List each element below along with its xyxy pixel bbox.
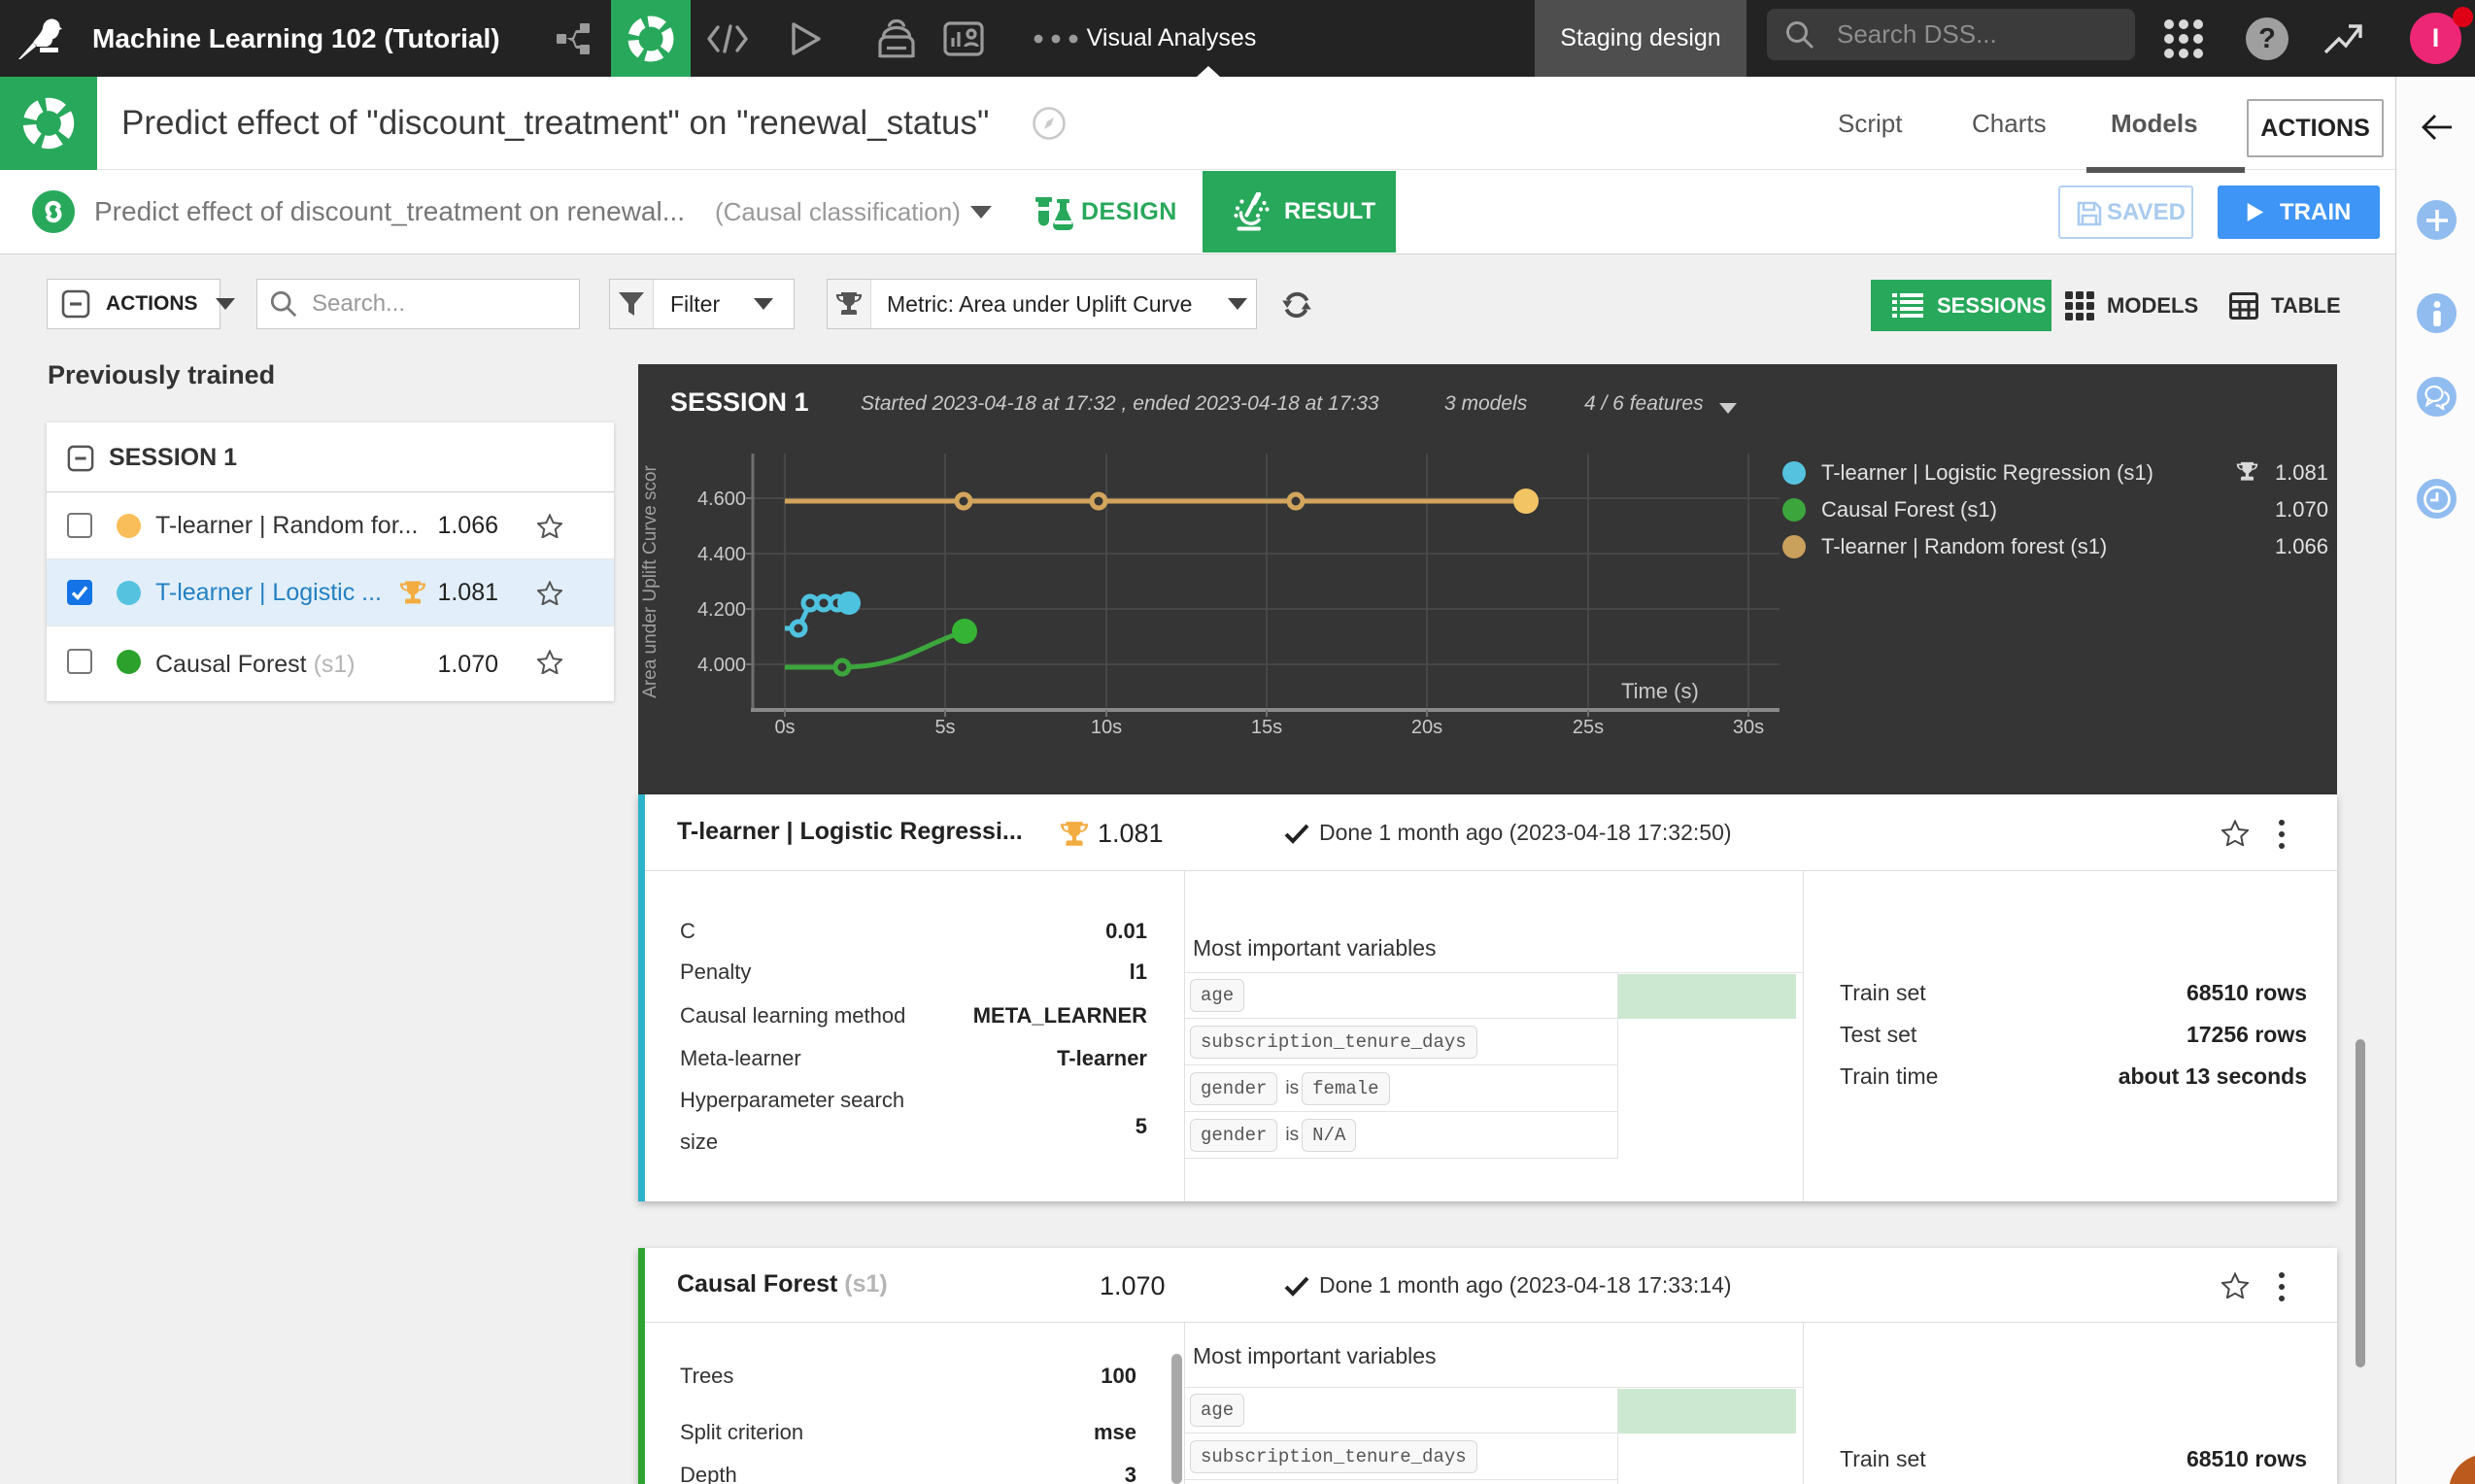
svg-text:4.600: 4.600 — [697, 489, 746, 510]
svg-text:1.066: 1.066 — [2275, 534, 2328, 558]
svg-text:5s: 5s — [934, 717, 955, 738]
svg-text:1.081: 1.081 — [2275, 460, 2328, 485]
svg-text:Area under Uplift Curve scor: Area under Uplift Curve scor — [640, 464, 661, 697]
svg-text:10s: 10s — [1091, 717, 1122, 738]
svg-text:4.000: 4.000 — [697, 655, 746, 676]
svg-text:T-learner | Logistic Regressio: T-learner | Logistic Regression (s1) — [1821, 460, 2153, 485]
svg-text:1.070: 1.070 — [2275, 497, 2328, 522]
svg-text:15s: 15s — [1251, 717, 1282, 738]
svg-text:Causal Forest (s1): Causal Forest (s1) — [1821, 497, 1997, 522]
svg-text:30s: 30s — [1733, 717, 1764, 738]
svg-text:4.200: 4.200 — [697, 599, 746, 621]
svg-text:20s: 20s — [1411, 717, 1442, 738]
svg-text:0s: 0s — [774, 717, 795, 738]
svg-text:T-learner | Random forest (s1): T-learner | Random forest (s1) — [1821, 534, 2107, 558]
svg-text:25s: 25s — [1573, 717, 1604, 738]
svg-text:Time (s): Time (s) — [1621, 679, 1699, 703]
svg-text:4.400: 4.400 — [697, 544, 746, 565]
